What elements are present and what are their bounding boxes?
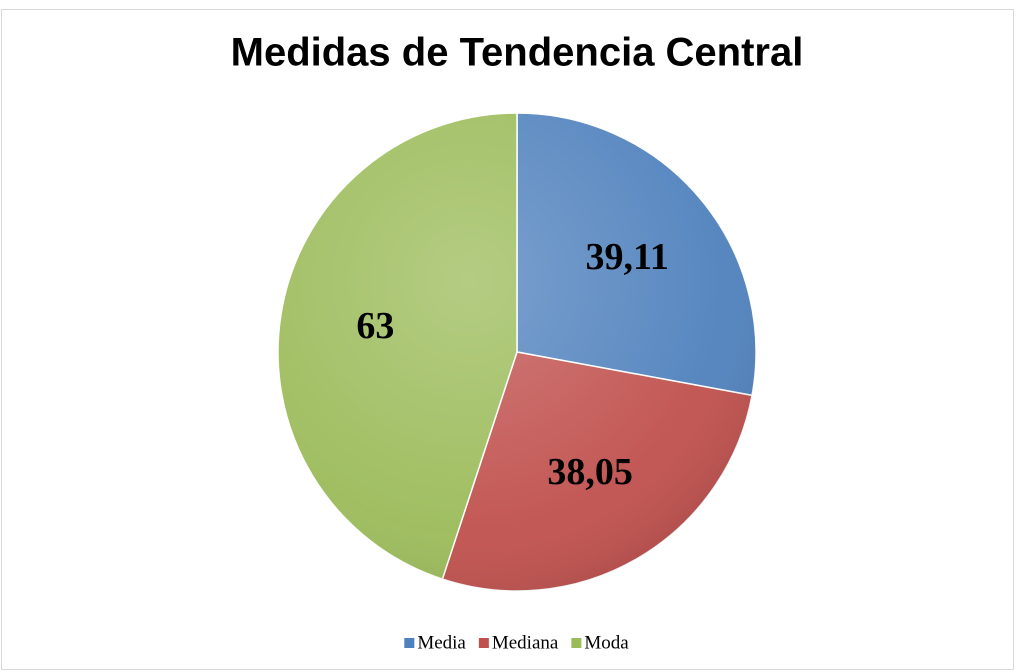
pie (277, 112, 757, 592)
value-label: 39,11 (586, 236, 669, 278)
legend-swatch (571, 638, 582, 648)
legend-swatch (404, 638, 415, 648)
legend-label: Mediana (492, 632, 559, 653)
chart-title: Medidas de Tendencia Central (231, 31, 804, 75)
value-label: 63 (356, 305, 394, 347)
value-label: 38,05 (547, 451, 633, 493)
legend-label: Moda (584, 632, 629, 653)
value-labels: 39,11 38,05 63 (356, 236, 669, 493)
legend-swatch (478, 638, 489, 648)
legend-label: Media (417, 632, 466, 653)
legend: Media Mediana Moda (404, 632, 629, 653)
